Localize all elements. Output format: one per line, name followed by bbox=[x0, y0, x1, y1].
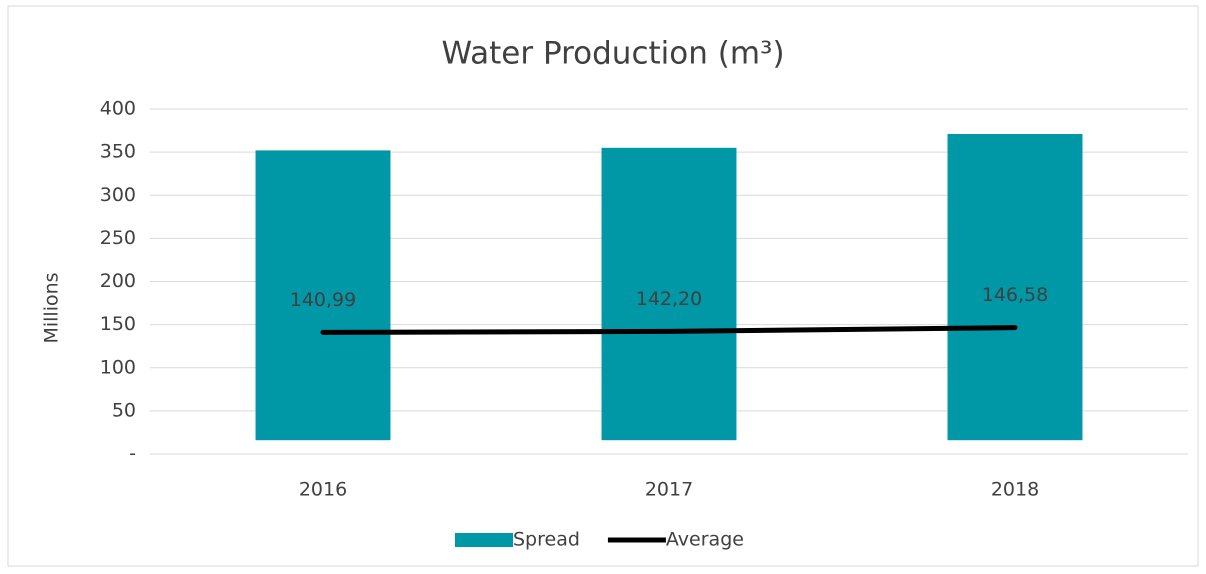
bar bbox=[947, 134, 1083, 441]
x-tick-label: 2016 bbox=[299, 479, 347, 501]
y-tick-label: 100 bbox=[100, 356, 136, 378]
legend-label: Spread bbox=[513, 529, 580, 551]
y-tick-label: 350 bbox=[100, 141, 136, 163]
y-axis-label: Millions bbox=[41, 272, 63, 343]
y-tick-label: 300 bbox=[100, 184, 136, 206]
data-label: 146,58 bbox=[982, 284, 1048, 306]
x-tick-label: 2017 bbox=[645, 479, 693, 501]
bar bbox=[601, 147, 737, 441]
y-tick-label: 250 bbox=[100, 227, 136, 249]
data-label: 142,20 bbox=[636, 288, 702, 310]
legend-swatch bbox=[455, 533, 513, 547]
chart-title: Water Production (m³) bbox=[441, 36, 784, 72]
line bbox=[320, 325, 1018, 335]
y-tick-label: - bbox=[129, 443, 136, 465]
y-tick-label: 200 bbox=[100, 270, 136, 292]
data-label: 140,99 bbox=[290, 289, 356, 311]
y-tick-label: 50 bbox=[112, 399, 136, 421]
x-tick-label: 2018 bbox=[991, 479, 1039, 501]
legend-label: Average bbox=[666, 529, 744, 551]
y-tick-label: 400 bbox=[100, 98, 136, 120]
y-tick-label: 150 bbox=[100, 313, 136, 335]
bar bbox=[255, 150, 391, 441]
